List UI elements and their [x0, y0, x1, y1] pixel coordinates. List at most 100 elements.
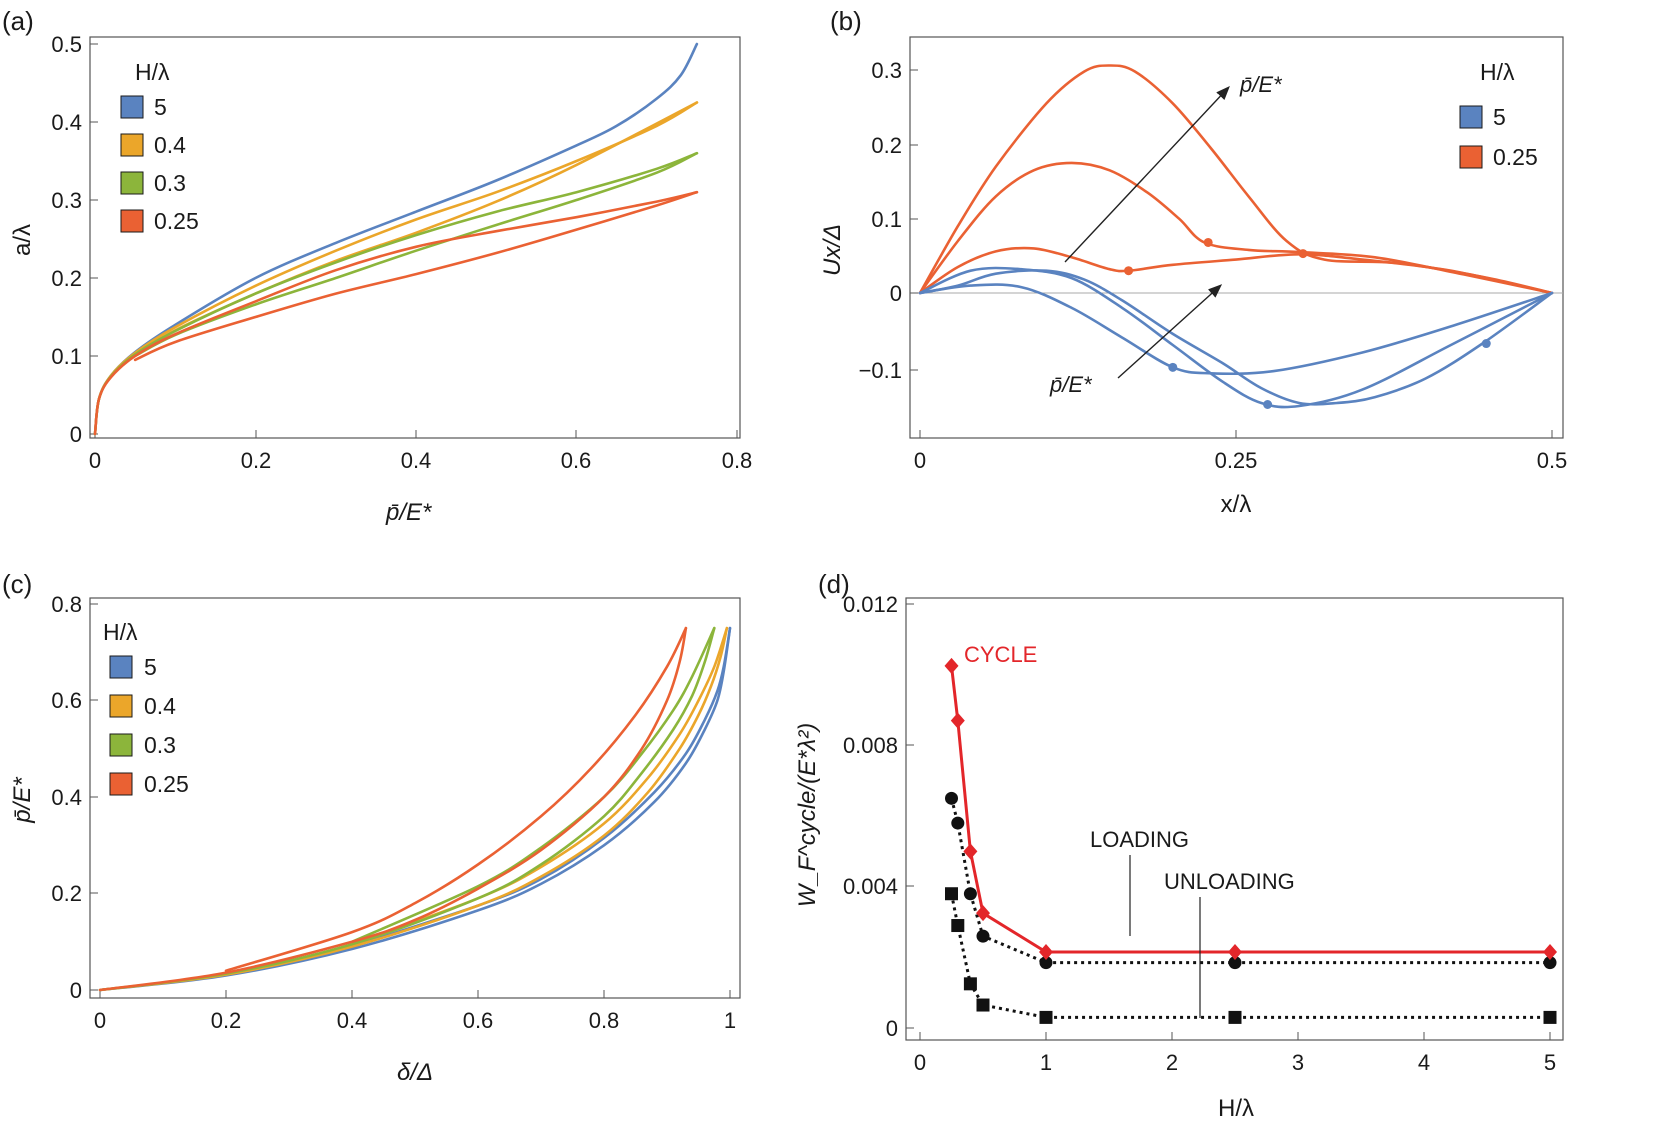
x-axis-label-d: H/λ — [1218, 1095, 1254, 1122]
x-tick-label: 0.25 — [1215, 448, 1258, 473]
legend-entry: 0.25 — [1493, 144, 1538, 170]
data-point-d-cycle-5 — [1228, 944, 1242, 961]
y-tick-label: 0.1 — [51, 344, 82, 369]
data-point-d-cycle-2 — [963, 843, 978, 860]
y-tick-label: 0 — [886, 1016, 898, 1041]
x-tick-label: 4 — [1418, 1050, 1430, 1075]
legend-entry: 0.3 — [154, 170, 186, 196]
series-group-b — [918, 64, 1554, 409]
legend-b: H/λ 5 0.25 — [1459, 59, 1538, 170]
legend-a: H/λ 5 0.4 0.3 0.25 — [120, 59, 199, 234]
y-tick-label: 0.8 — [51, 592, 82, 617]
label-cycle: CYCLE — [964, 642, 1037, 667]
series-line-c-7 — [224, 626, 688, 972]
series-line-c-6 — [98, 626, 688, 992]
arrows-b: p̄/E* p̄/E* — [1049, 72, 1283, 397]
legend-swatch-redorange — [1459, 145, 1483, 169]
x-tick-label: 0.2 — [241, 448, 272, 473]
x-axis-label-c: δ/Δ — [397, 1059, 433, 1086]
x-tick-label: 0.6 — [561, 448, 592, 473]
annotation-lower: p̄/E* — [1049, 372, 1093, 397]
legend-swatch-blue — [120, 95, 144, 119]
x-tick-label: 0 — [914, 448, 926, 473]
legend-entry: 0.3 — [144, 732, 176, 758]
legend-swatch-green — [120, 171, 144, 195]
legend-entry: 0.4 — [154, 132, 186, 158]
panel-label-d: (d) — [818, 569, 850, 599]
series-line-c-0 — [98, 626, 732, 992]
data-point-d-loading-5 — [1228, 956, 1242, 970]
y-tick-label: 0.3 — [871, 58, 902, 83]
x-tick-label: 0.4 — [337, 1008, 368, 1033]
y-axis-label-c: p̄/E* — [9, 777, 36, 824]
data-point-d-loading-6 — [1543, 956, 1557, 970]
x-tick-label: 0.8 — [589, 1008, 620, 1033]
legend-swatch-redorange — [120, 209, 144, 233]
legend-entry: 0.25 — [144, 771, 189, 797]
data-point-d-cycle-3 — [976, 905, 990, 922]
data-point-b-0-0 — [1124, 266, 1134, 276]
data-point-d-loading-1 — [951, 816, 965, 830]
y-tick-label: 0.2 — [871, 133, 902, 158]
legend-entry: 5 — [144, 654, 157, 680]
x-axis-label-a: p̄/E* — [385, 499, 432, 526]
panel-label-b: (b) — [830, 6, 862, 36]
data-point-d-cycle-4 — [1039, 944, 1053, 961]
x-ticks-b: 0 0.25 0.5 — [914, 430, 1567, 473]
legend-swatch-blue — [1459, 105, 1483, 129]
y-tick-label: 0.1 — [871, 207, 902, 232]
series-line-a-5 — [93, 190, 699, 436]
y-ticks-c: 0 0.2 0.4 0.6 0.8 — [51, 592, 98, 1003]
x-ticks-d: 0 1 2 3 4 5 — [914, 1032, 1556, 1075]
y-tick-label: −0.1 — [859, 358, 902, 383]
x-tick-label: 0.2 — [211, 1008, 242, 1033]
x-tick-label: 0.4 — [401, 448, 432, 473]
data-point-d-loading-0 — [945, 791, 958, 805]
legend-title: H/λ — [135, 59, 170, 85]
x-tick-label: 3 — [1292, 1050, 1304, 1075]
series-line-c-3 — [350, 626, 729, 946]
series-line-b-5 — [918, 266, 1554, 409]
plot-frame-c — [89, 597, 741, 999]
x-tick-label: 0 — [94, 1008, 106, 1033]
y-axis-label-d: W_F^cycle/(E*λ²) — [794, 723, 821, 907]
label-unloading: UNLOADING — [1164, 869, 1295, 894]
x-tick-label: 2 — [1166, 1050, 1178, 1075]
series-line-d-cycle — [950, 665, 1550, 954]
data-point-d-unloading-3 — [976, 998, 990, 1012]
y-tick-label: 0.4 — [51, 785, 82, 810]
x-axis-label-text: p̄/E* — [385, 499, 432, 526]
data-point-d-unloading-4 — [1039, 1010, 1053, 1024]
panel-a: (a) 0 0.2 0.4 0.6 0.8 0 0.1 0.2 0.3 0.4 — [2, 6, 752, 526]
data-point-d-unloading-2 — [963, 977, 977, 991]
series-line-b-3 — [918, 269, 1554, 406]
plot-frame-d — [905, 597, 1564, 1041]
panel-b: (b) 0 0.25 0.5 −0.1 0 0.1 0.2 0.3 x/λ Ux… — [819, 6, 1567, 518]
legend-entry: 0.25 — [154, 208, 199, 234]
y-axis-label-a: a/λ — [9, 224, 36, 256]
series-line-d-unloading — [950, 893, 1550, 1019]
data-point-d-loading-3 — [976, 929, 990, 943]
data-point-d-unloading-0 — [945, 887, 958, 901]
series-line-c-1 — [350, 626, 732, 948]
series-line-a-6 — [133, 190, 699, 362]
legend-c: H/λ 5 0.4 0.3 0.25 — [103, 619, 189, 797]
series-line-a-4 — [133, 151, 699, 358]
y-tick-label: 0 — [890, 281, 902, 306]
legend-title: H/λ — [103, 619, 138, 645]
y-ticks-b: −0.1 0 0.1 0.2 0.3 — [859, 58, 918, 383]
data-point-d-cycle-0 — [944, 657, 959, 674]
data-point-d-unloading-5 — [1228, 1010, 1242, 1024]
data-point-d-cycle-6 — [1543, 944, 1557, 961]
svg-text:p̄/E*: p̄/E* — [385, 499, 432, 526]
series-line-c-4 — [98, 626, 716, 992]
series-line-b-2 — [918, 246, 1554, 295]
legend-entry: 5 — [154, 94, 167, 120]
data-point-d-loading-2 — [963, 887, 977, 901]
label-loading: LOADING — [1090, 827, 1189, 852]
series-line-c-2 — [98, 626, 729, 992]
legend-swatch-orange — [109, 694, 133, 718]
y-ticks-a: 0 0.1 0.2 0.3 0.4 0.5 — [51, 32, 98, 447]
panel-c: (c) 0 0.2 0.4 0.6 0.8 1 0 0.2 0.4 0.6 — [2, 569, 741, 1086]
panel-d: (d) 0 1 2 3 4 5 0 0.004 0.008 0.012 H/λ — [794, 569, 1564, 1122]
